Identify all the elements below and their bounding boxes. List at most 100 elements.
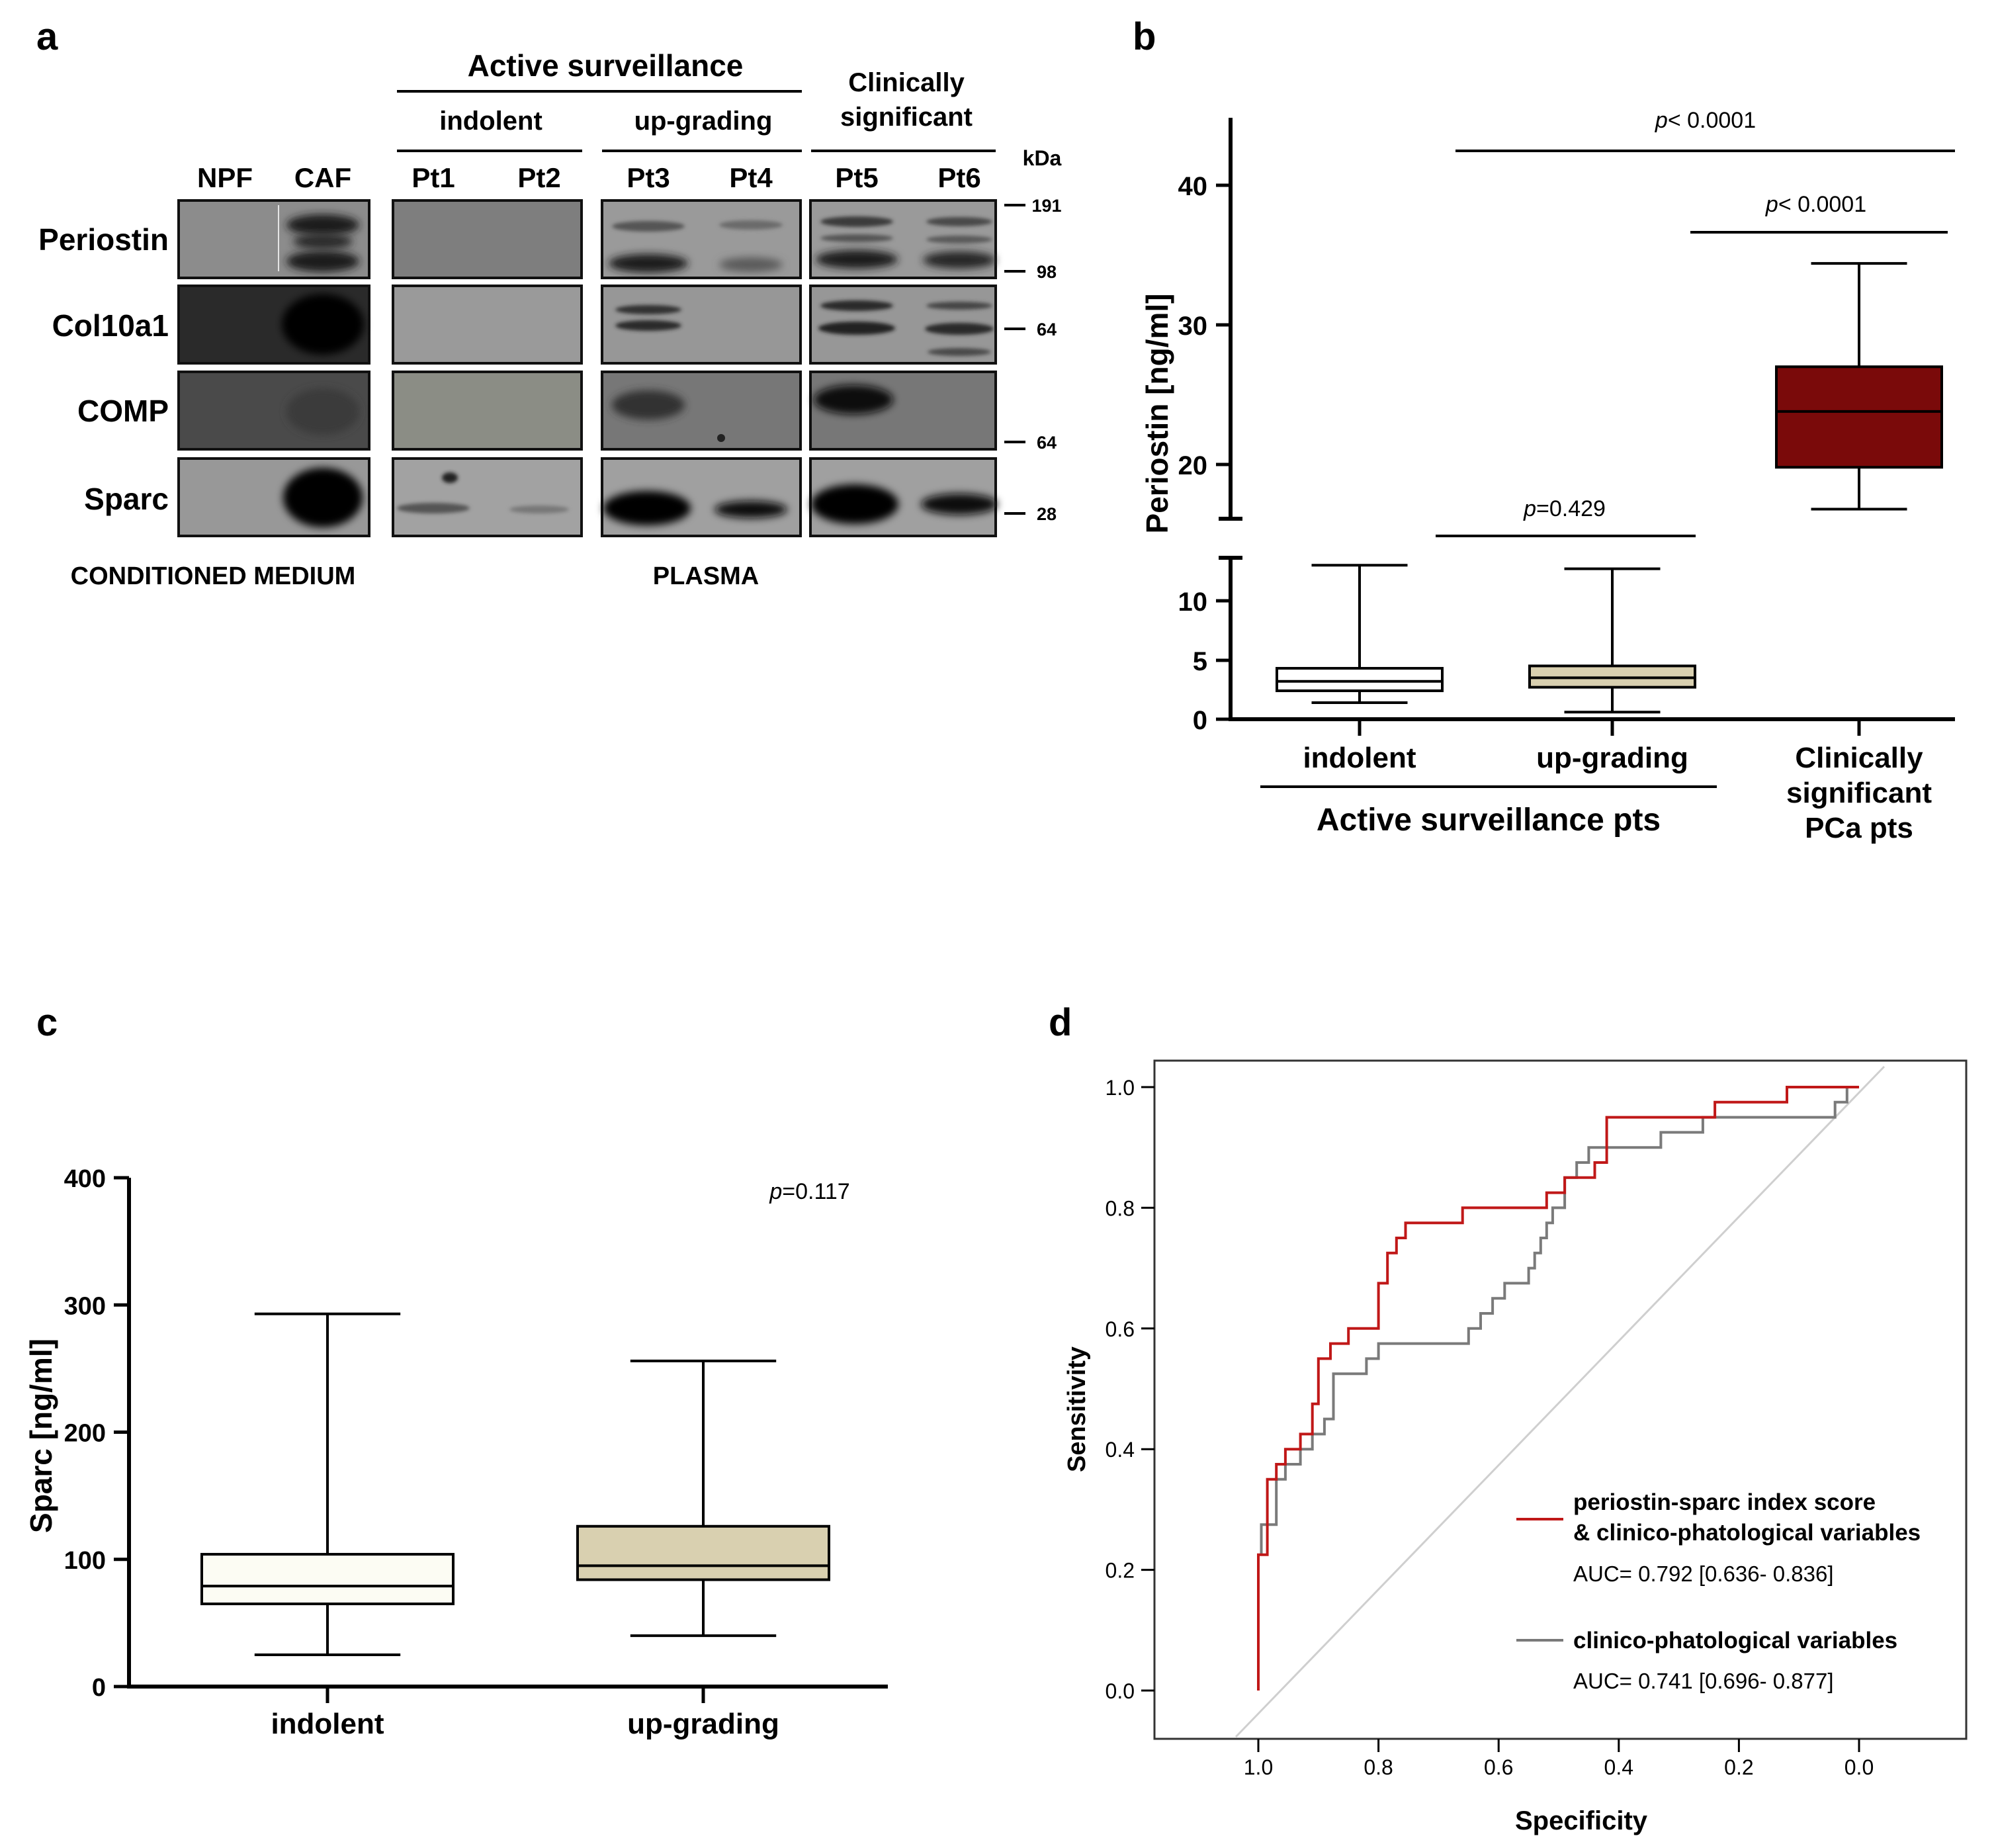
panel-d: d Sensitivity Specificity 0.00.20.40.60.… <box>1049 1001 1968 1835</box>
b-p3-value: =0.429 <box>1536 496 1606 521</box>
d-roc-curve-clinical <box>1260 1086 1859 1555</box>
svg-text:p< 0.0001: p< 0.0001 <box>1765 192 1866 217</box>
marker-191: 191 <box>1031 196 1061 216</box>
b-comparison-1: p< 0.0001 <box>1455 108 1955 152</box>
b-ylabel: Periostin [ng/ml] <box>1140 294 1174 534</box>
d-xtick-label: 0.6 <box>1484 1755 1513 1779</box>
lane-pt4: Pt4 <box>729 162 773 193</box>
c-xlabel-upgrading: up-grading <box>627 1708 779 1740</box>
marker-64a: 64 <box>1037 320 1057 339</box>
b-comparison-3: p=0.429 <box>1436 496 1696 537</box>
row-periostin: Periostin <box>38 222 169 257</box>
b-group-label: Active surveillance pts <box>1317 803 1661 838</box>
kda-label: kDa <box>1023 146 1062 170</box>
b-xlabel-indolent: indolent <box>1303 742 1416 774</box>
d-ytick-label: 0.4 <box>1106 1438 1135 1462</box>
b-ytick-5: 5 <box>1193 647 1207 676</box>
d-xtick-label: 0.2 <box>1724 1755 1753 1779</box>
clinically-header-line2: significant <box>840 103 973 132</box>
c-ytick-label: 300 <box>64 1292 106 1320</box>
panel-b: b Periostin [ng/ml] 40 30 20 10 5 0 <box>1133 15 1955 844</box>
c-ylabel: Sparc [ng/ml] <box>24 1339 58 1533</box>
d-legend-red-auc: AUC= 0.792 [0.636- 0.836] <box>1573 1562 1834 1586</box>
b-boxes <box>1276 262 1943 714</box>
clinically-header-line1: Clinically <box>848 68 965 97</box>
d-curves <box>1235 1065 1886 1738</box>
b-p1-value: < 0.0001 <box>1668 108 1756 133</box>
svg-text:p=0.429: p=0.429 <box>1523 496 1606 521</box>
d-ytick-label: 0.0 <box>1106 1679 1135 1703</box>
blot-row-sparc <box>177 457 998 537</box>
b-box-1-box <box>1276 667 1444 693</box>
b-xlabel-clin-line2: significant <box>1786 777 1932 809</box>
c-ytick-label: 100 <box>64 1547 106 1575</box>
c-p-value: =0.117 <box>782 1179 849 1204</box>
indolent-subheader: indolent <box>439 107 542 136</box>
panel-label-b: b <box>1133 15 1156 58</box>
row-comp: COMP <box>77 394 169 428</box>
b-p2-value: < 0.0001 <box>1778 192 1866 217</box>
panel-label-c: c <box>36 1001 58 1044</box>
d-ytick-label: 0.6 <box>1106 1317 1135 1341</box>
d-roc-curve-combined <box>1257 1086 1859 1691</box>
d-legend-red-line2: & clinico-phatological variables <box>1573 1520 1921 1546</box>
d-legend-red-line1: periostin-sparc index score <box>1573 1489 1876 1515</box>
c-xlabel-indolent: indolent <box>271 1708 384 1740</box>
c-ytick-label: 400 <box>64 1165 106 1193</box>
d-ylabel: Sensitivity <box>1063 1346 1091 1472</box>
b-ytick-10: 10 <box>1178 588 1208 617</box>
d-xtick-label: 0.8 <box>1364 1755 1393 1779</box>
lane-pt2: Pt2 <box>517 162 560 193</box>
d-xtick-label: 0.0 <box>1844 1755 1874 1779</box>
d-legend-gray-line1: clinico-phatological variables <box>1573 1628 1897 1653</box>
b-ticks: 40 30 20 10 5 0 <box>1178 172 1861 736</box>
lane-pt6: Pt6 <box>937 162 980 193</box>
b-ytick-40: 40 <box>1178 172 1208 201</box>
marker-98: 98 <box>1037 262 1057 282</box>
active-surveillance-header: Active surveillance <box>468 48 744 83</box>
marker-64b: 64 <box>1037 433 1057 453</box>
c-ytick-label: 200 <box>64 1420 106 1448</box>
c-p-italic: p <box>769 1179 782 1204</box>
d-reference-line <box>1235 1065 1886 1738</box>
d-xtick-label: 1.0 <box>1244 1755 1273 1779</box>
blot-row-col10a1 <box>177 285 997 365</box>
b-xlabel-clin-line3: PCa pts <box>1805 812 1913 844</box>
b-p3-italic: p <box>1523 496 1536 521</box>
mw-markers: 191 98 64 64 28 <box>1004 196 1062 524</box>
c-ticks: 0 100 200 300 400 <box>64 1165 705 1703</box>
d-xlabel: Specificity <box>1515 1806 1648 1835</box>
b-ytick-0: 0 <box>1193 706 1207 735</box>
b-ytick-20: 20 <box>1178 451 1208 480</box>
c-box-2-box <box>576 1524 830 1581</box>
blot-row-periostin <box>177 199 997 279</box>
footer-plasma: PLASMA <box>653 562 759 590</box>
b-comparison-2: p< 0.0001 <box>1690 192 1948 234</box>
marker-28: 28 <box>1037 504 1057 524</box>
lane-caf: CAF <box>294 162 351 193</box>
svg-text:p< 0.0001: p< 0.0001 <box>1655 108 1756 133</box>
lane-pt3: Pt3 <box>627 162 670 193</box>
d-plot-frame <box>1153 1059 1968 1740</box>
b-box-3-box <box>1775 365 1943 469</box>
b-xlabel-clin-line1: Clinically <box>1795 742 1923 774</box>
d-legend: periostin-sparc index score & clinico-ph… <box>1516 1489 1921 1693</box>
panel-a: a Active surveillance indolent up-gradin… <box>36 15 1062 590</box>
panel-label-d: d <box>1049 1001 1072 1044</box>
upgrading-subheader: up-grading <box>634 107 773 136</box>
c-box-1-box <box>200 1553 455 1606</box>
row-col10a1: Col10a1 <box>52 308 169 343</box>
blot-row-comp <box>177 371 997 451</box>
b-p2-italic: p <box>1765 192 1778 217</box>
d-xtick-label: 0.4 <box>1604 1755 1633 1779</box>
d-ytick-label: 0.8 <box>1106 1196 1135 1220</box>
lane-pt1: Pt1 <box>412 162 455 193</box>
lane-npf: NPF <box>197 162 253 193</box>
b-ytick-30: 30 <box>1178 312 1208 341</box>
d-ticks: 0.0 0.2 0.4 0.6 0.8 1.0 1.0 0.8 0.6 0.4 0.2 0.0 <box>1106 1076 1874 1779</box>
footer-conditioned-medium: CONDITIONED MEDIUM <box>71 562 356 590</box>
row-sparc: Sparc <box>84 482 169 516</box>
d-ytick-label: 0.2 <box>1106 1559 1135 1583</box>
d-ytick-label: 1.0 <box>1106 1076 1135 1100</box>
